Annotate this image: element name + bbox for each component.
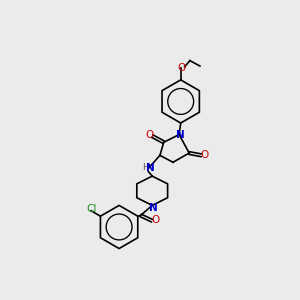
Text: O: O — [177, 63, 186, 73]
Text: N: N — [176, 130, 184, 140]
Text: N: N — [148, 203, 158, 213]
Text: O: O — [151, 215, 159, 225]
Text: O: O — [145, 130, 153, 140]
Text: Cl: Cl — [86, 204, 96, 214]
Text: H: H — [142, 163, 149, 172]
Text: N: N — [146, 163, 154, 173]
Text: O: O — [200, 150, 209, 160]
